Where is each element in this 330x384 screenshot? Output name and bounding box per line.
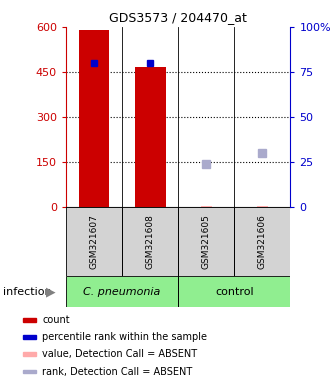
Bar <box>22 369 36 374</box>
Bar <box>66 207 122 276</box>
Text: rank, Detection Call = ABSENT: rank, Detection Call = ABSENT <box>42 366 193 377</box>
Bar <box>178 207 234 276</box>
Bar <box>135 66 166 207</box>
Text: infection: infection <box>3 287 52 297</box>
Text: GSM321605: GSM321605 <box>202 215 211 269</box>
Bar <box>22 318 36 322</box>
Bar <box>234 207 290 276</box>
Bar <box>66 276 178 307</box>
Bar <box>22 352 36 356</box>
Text: count: count <box>42 314 70 325</box>
Text: value, Detection Call = ABSENT: value, Detection Call = ABSENT <box>42 349 197 359</box>
Text: GSM321607: GSM321607 <box>89 215 99 269</box>
Text: ▶: ▶ <box>46 285 56 298</box>
Title: GDS3573 / 204470_at: GDS3573 / 204470_at <box>109 11 247 24</box>
Text: GSM321606: GSM321606 <box>258 215 267 269</box>
Bar <box>22 335 36 339</box>
Text: percentile rank within the sample: percentile rank within the sample <box>42 332 207 342</box>
Text: control: control <box>215 287 254 297</box>
Text: GSM321608: GSM321608 <box>146 215 155 269</box>
Bar <box>178 276 290 307</box>
Bar <box>79 30 110 207</box>
Bar <box>122 207 178 276</box>
Text: C. pneumonia: C. pneumonia <box>83 287 161 297</box>
